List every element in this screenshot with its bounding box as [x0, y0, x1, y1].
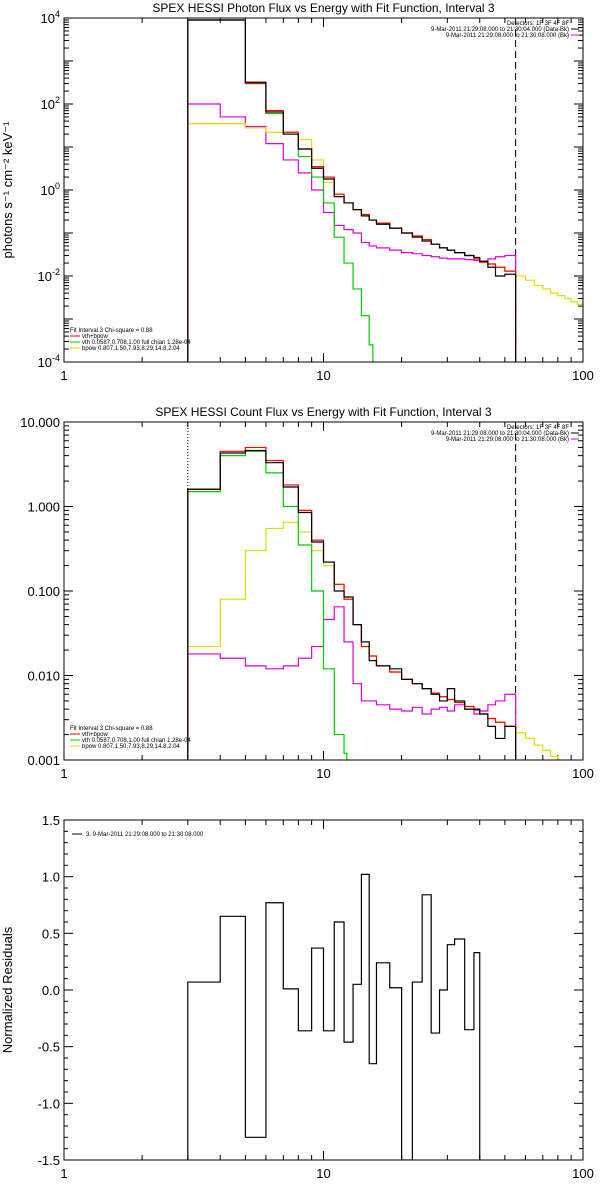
header-line: 9-Mar-2011 21:29:08.000 to 21:30:04.000 …: [431, 27, 569, 33]
series-fit: [187, 446, 517, 760]
y-tick-label: 10-4: [38, 353, 60, 370]
header-line: Detectors: 1F 3F 4F 8F: [507, 21, 569, 27]
photon-flux-panel: SPEX HESSI Photon Flux vs Energy with Fi…: [0, 1, 594, 383]
series-bpow: [187, 123, 583, 362]
series-fit: [187, 19, 517, 362]
series-bk: [187, 606, 517, 760]
legend-entry: vth+bpow: [82, 334, 109, 340]
y-tick-label: 10.000: [20, 415, 60, 430]
x-tick-label: 100: [572, 1166, 594, 1181]
y-tick-base: 10: [41, 11, 55, 26]
y-tick-label: 102: [41, 95, 60, 112]
header-line: Detectors: 1F 3F 4F 8F: [507, 425, 569, 431]
y-axis-label: Normalized Residuals: [0, 926, 15, 1053]
legend-entry: vth 0.0587,0.708,1.00 full chian 1.28e-0…: [82, 340, 191, 346]
series-total: [187, 449, 517, 760]
series-bpow: [187, 521, 559, 760]
legend-entry: bpow 0.807,1.50,7.93,8.29,14.8,2.04: [82, 346, 180, 352]
y-tick-label: 0.001: [27, 753, 60, 768]
y-tick-label: 0.0: [42, 983, 60, 998]
plot-frame: [63, 819, 584, 1161]
x-tick-label: 1: [60, 766, 67, 781]
x-tick-label: 10: [316, 1166, 330, 1181]
y-tick-base: 10: [41, 97, 55, 112]
y-tick-label: -0.5: [38, 1040, 60, 1055]
plot-frame: [63, 17, 584, 363]
series-group: [187, 19, 583, 362]
y-tick-label: 1.5: [42, 813, 60, 828]
series-group: [187, 873, 481, 1160]
y-tick-label: 0.010: [27, 669, 60, 684]
y-axis-label: photons s⁻¹ cm⁻² keV⁻¹: [0, 121, 15, 259]
y-tick-base: 10: [41, 183, 55, 198]
x-tick-label: 1: [60, 1166, 67, 1181]
plot-frame: [63, 421, 584, 761]
y-tick-exponent: -4: [52, 353, 60, 363]
x-tick-label: 10: [316, 368, 330, 383]
y-tick-exponent: -2: [52, 267, 60, 277]
series-total: [187, 19, 517, 362]
header-line: 9-Mar-2011 21:29:08.000 to 21:30:04.000 …: [431, 431, 569, 437]
y-tick-label: 1.000: [27, 500, 60, 515]
x-tick-label: 100: [572, 368, 594, 383]
series-bk: [187, 103, 517, 362]
legend-entry: 3. 9-Mar-2011 21:29:08.000 to 21:30:08.0…: [86, 832, 204, 838]
y-tick-label: -1.0: [38, 1096, 60, 1111]
y-tick-label: -1.5: [38, 1153, 60, 1168]
y-tick-base: 10: [38, 269, 52, 284]
y-tick-base: 10: [38, 355, 52, 370]
chart-title: SPEX HESSI Photon Flux vs Energy with Fi…: [152, 1, 494, 15]
x-tick-label: 10: [316, 766, 330, 781]
y-tick-label: 100: [41, 181, 60, 198]
x-tick-label: 1: [60, 368, 67, 383]
header-line: 9-Mar-2011 21:29:08.000 to 21:30:08.000 …: [446, 33, 569, 39]
legend-entry: bpow 0.807,1.50,7.93,8.29,14.8,2.04: [82, 744, 180, 750]
residuals-panel: Normalized Residuals 1 10 100 -1.5 -1.0 -0.5 0.…: [0, 813, 594, 1181]
y-tick-exponent: 4: [55, 9, 60, 19]
series-group: [187, 446, 559, 760]
legend-entry: vth+bpow: [82, 732, 109, 738]
y-tick-exponent: 0: [55, 181, 60, 191]
count-flux-panel: SPEX HESSI Count Flux vs Energy with Fit…: [20, 405, 594, 781]
series-vth: [187, 19, 374, 362]
series-total: [187, 873, 481, 1160]
y-tick-label: 104: [41, 9, 60, 26]
series-vth: [187, 450, 348, 760]
y-tick-exponent: 2: [55, 95, 60, 105]
header-line: 9-Mar-2011 21:29:08.000 to 21:30:08.000 …: [446, 437, 569, 443]
x-tick-label: 100: [572, 766, 594, 781]
legend-title: Fit Interval 3 Chi-square = 0.88: [70, 328, 153, 334]
y-tick-label: 1.0: [42, 870, 60, 885]
y-tick-label: 0.100: [27, 584, 60, 599]
legend-title: Fit Interval 3 Chi-square = 0.88: [70, 726, 153, 732]
legend-entry: vth 0.0587,0.708,1.00 full chian 1.28e-0…: [82, 738, 191, 744]
chart-title: SPEX HESSI Count Flux vs Energy with Fit…: [155, 405, 491, 419]
y-tick-label: 10-2: [38, 267, 60, 284]
y-tick-label: 0.5: [42, 926, 60, 941]
